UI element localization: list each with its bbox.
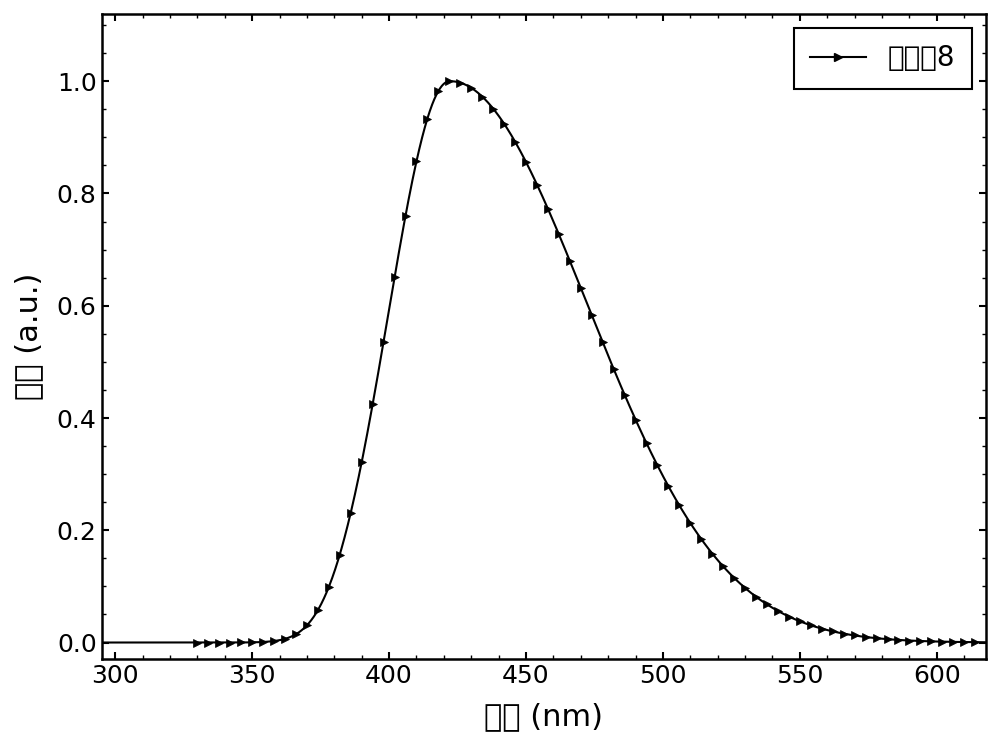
- X-axis label: 波长 (nm): 波长 (nm): [484, 702, 603, 731]
- Y-axis label: 强度 (a.u.): 强度 (a.u.): [14, 273, 43, 400]
- Legend: 化合物8: 化合物8: [794, 28, 972, 89]
